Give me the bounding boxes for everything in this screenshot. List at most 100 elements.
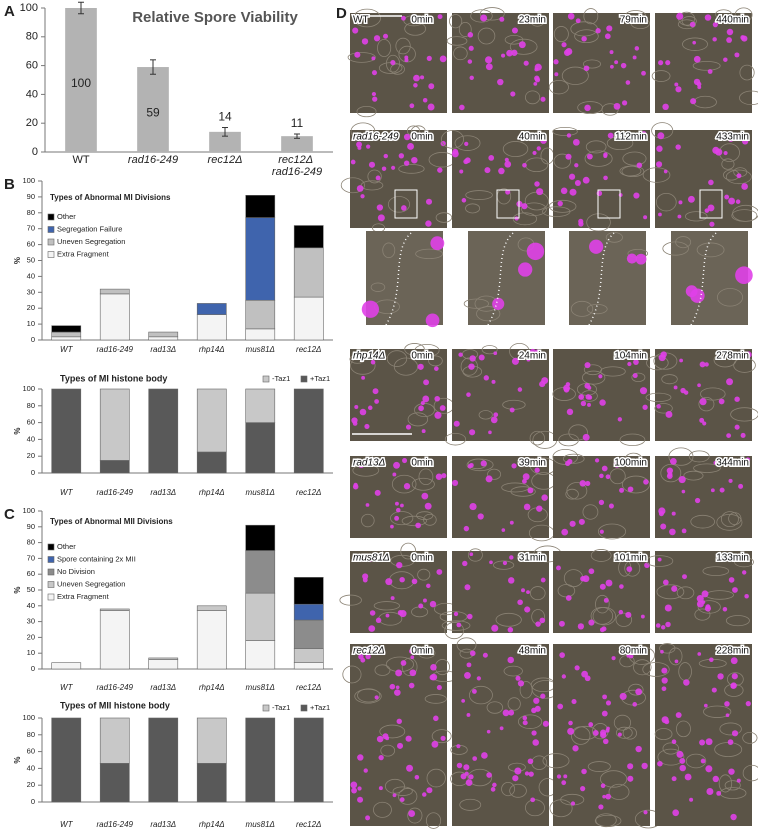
nucleus [456, 622, 462, 628]
nucleus [704, 208, 710, 213]
nucleus [351, 787, 357, 794]
cell-outline [725, 169, 752, 185]
nucleus [731, 730, 739, 737]
strain-label: rad16-249 [353, 132, 399, 143]
nucleus [502, 709, 510, 717]
nucleus [671, 511, 676, 516]
nucleus [403, 133, 411, 141]
nucleus [371, 70, 378, 76]
nucleus [708, 179, 714, 186]
nucleus [364, 423, 370, 430]
nucleus [365, 815, 371, 821]
nucleus [614, 60, 619, 65]
nucleus [603, 597, 609, 603]
nucleus [540, 693, 546, 699]
nucleus [484, 167, 491, 174]
nucleus [643, 215, 648, 220]
cell-outline [651, 70, 671, 82]
nucleus [565, 382, 571, 387]
nucleus [505, 189, 511, 195]
cell-outline [395, 37, 411, 55]
zoom-box [394, 189, 418, 219]
nucleus [485, 475, 493, 483]
cell-outline [353, 8, 382, 28]
cell-outline [403, 15, 425, 27]
x-tick-label: rad13Δ [150, 820, 176, 829]
nucleus [399, 576, 405, 583]
nucleus [439, 405, 446, 411]
nucleus [585, 480, 591, 486]
y-tick-label: 0 [31, 797, 35, 806]
cell-outline [688, 450, 710, 463]
cell-outline [622, 151, 647, 166]
bar-segment [245, 640, 276, 670]
nucleus [681, 489, 686, 494]
x-tick-label: rec12Δ [296, 488, 321, 497]
nucleus [741, 35, 748, 42]
nucleus [480, 460, 487, 467]
x-tick-label: rec12Δ [296, 820, 321, 829]
nucleus [378, 786, 383, 791]
bar-segment [51, 717, 82, 803]
cell-outline [426, 768, 446, 788]
nucleus [745, 351, 752, 358]
bar-segment [293, 296, 324, 341]
image-background [553, 349, 650, 441]
y-tick-label: 100 [22, 384, 35, 393]
panel-label: D [336, 5, 347, 22]
bar-segment [293, 603, 324, 621]
nucleus [602, 738, 609, 745]
cell-outline [525, 90, 541, 105]
nucleus [566, 133, 572, 138]
nucleus [381, 166, 387, 171]
nucleus [377, 214, 385, 222]
bar-segment [51, 336, 82, 341]
nucleus [451, 150, 459, 158]
image-background [569, 231, 646, 325]
nucleus [507, 627, 514, 633]
nucleus [371, 56, 376, 61]
nucleus [705, 765, 713, 773]
nucleus [391, 165, 396, 170]
image-background [452, 13, 549, 113]
nucleus [523, 60, 529, 66]
cell-outline [582, 59, 602, 69]
micrograph [451, 456, 557, 542]
nucleus [586, 153, 593, 160]
time-label: 104min [614, 351, 647, 362]
cell-outline [456, 637, 477, 653]
nucleus [464, 141, 469, 146]
nucleus [563, 387, 570, 393]
cell-outline [734, 557, 754, 568]
cell-outline [661, 374, 678, 385]
bar [65, 8, 97, 152]
y-tick-label: 70 [27, 224, 35, 233]
nucleus [574, 163, 579, 168]
cell-outline [349, 354, 366, 364]
cell-outline [435, 212, 453, 223]
nucleus [619, 584, 624, 589]
value-label: 100 [71, 76, 91, 90]
nucleus [532, 150, 537, 156]
cell-outline [645, 392, 672, 403]
cell-outline [424, 694, 447, 704]
nucleus [565, 595, 572, 601]
legend-swatch [47, 568, 55, 576]
nucleus [406, 764, 414, 772]
image-background [553, 130, 650, 228]
nucleus [413, 74, 420, 82]
nucleus [608, 503, 614, 509]
nucleus [464, 671, 471, 679]
time-label: 24min [519, 351, 546, 362]
cell-outline [668, 447, 694, 466]
nucleus [431, 740, 439, 748]
nucleus [397, 609, 404, 616]
strain-label: rhp14Δ [353, 351, 386, 362]
micrograph [347, 8, 447, 118]
nucleus [469, 355, 476, 362]
x-tick-label: rad16-249 [97, 345, 134, 354]
nucleus [621, 100, 628, 106]
legend-swatch [47, 543, 55, 551]
cell-outline [624, 452, 643, 467]
nucleus [580, 786, 586, 792]
